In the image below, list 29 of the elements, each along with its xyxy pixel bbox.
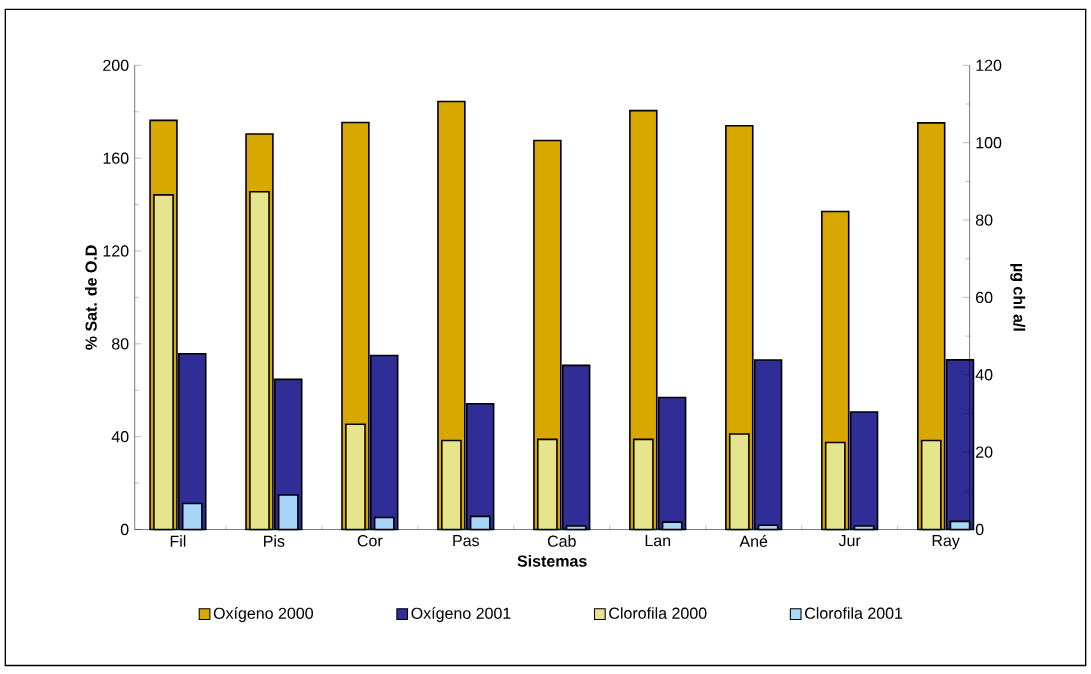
y-tick-label: 0: [120, 524, 129, 536]
y2-tick-label: 80: [975, 214, 993, 226]
x-tick-label: Cor: [357, 535, 383, 547]
y2-axis-title: µg chl a/l: [1010, 264, 1026, 331]
x-tick-label: Jur: [838, 535, 861, 547]
legend-label: Oxígeno 2000: [213, 607, 313, 623]
x-tick-label: Pas: [453, 535, 480, 547]
y2-tick-label: 100: [976, 137, 1002, 149]
legend-label: Oxígeno 2001: [411, 607, 511, 623]
y2-tick-label: 60: [976, 291, 993, 304]
y2-tick-label: 0: [975, 524, 984, 536]
y-tick-label: 40: [111, 431, 129, 443]
x-axis-title: Sistemas: [517, 555, 587, 567]
x-tick-label: Pis: [264, 535, 285, 548]
y-axis-title: % Sat. de O.D: [85, 245, 97, 351]
y2-tick-label: 20: [976, 446, 993, 459]
y-tick-label: 120: [103, 245, 129, 257]
legend-label: Clorofila 2000: [609, 607, 707, 620]
y-tick-label: 200: [103, 59, 129, 72]
y2-tick-label: 120: [976, 59, 1002, 72]
x-tick-label: Cab: [547, 535, 576, 548]
x-tick-label: Ray: [932, 535, 960, 550]
y2-tick-label: 40: [975, 369, 993, 381]
x-tick-label: Fil: [170, 535, 186, 547]
y-tick-label: 80: [112, 338, 129, 350]
legend-label: Clorofila 2001: [805, 607, 903, 620]
y-tick-label: 160: [103, 152, 129, 165]
x-tick-label: Ané: [739, 535, 768, 548]
x-tick-label: Lan: [645, 535, 671, 547]
